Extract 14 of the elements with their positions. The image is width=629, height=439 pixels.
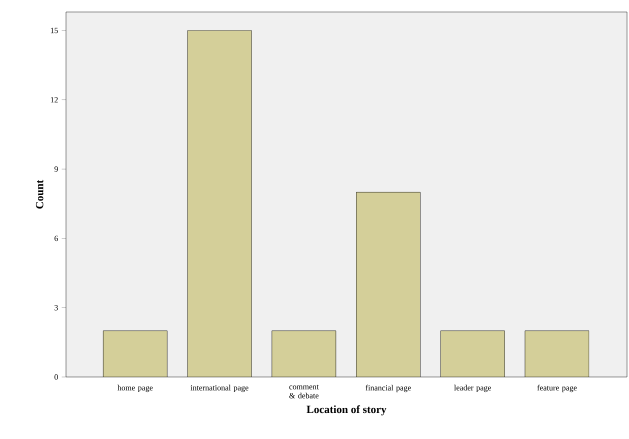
x-tick-label: financial page — [366, 384, 411, 392]
y-tick-label: 9 — [54, 166, 58, 172]
y-tick-label: 0 — [54, 374, 58, 380]
y-tick-label: 6 — [54, 236, 58, 242]
x-tick-label: home page — [117, 384, 153, 392]
x-tick-label: international page — [190, 384, 248, 392]
x-tick-label: leader page — [454, 384, 492, 392]
x-tick-label: comment & debate — [289, 384, 319, 398]
x-tick-label: feature page — [537, 384, 577, 392]
y-tick-label: 15 — [50, 28, 58, 34]
y-tick-label: 12 — [50, 97, 58, 102]
y-axis-title: Count — [36, 180, 44, 209]
x-axis-title: Location of story — [306, 405, 386, 416]
y-tick-label: 3 — [54, 305, 58, 310]
